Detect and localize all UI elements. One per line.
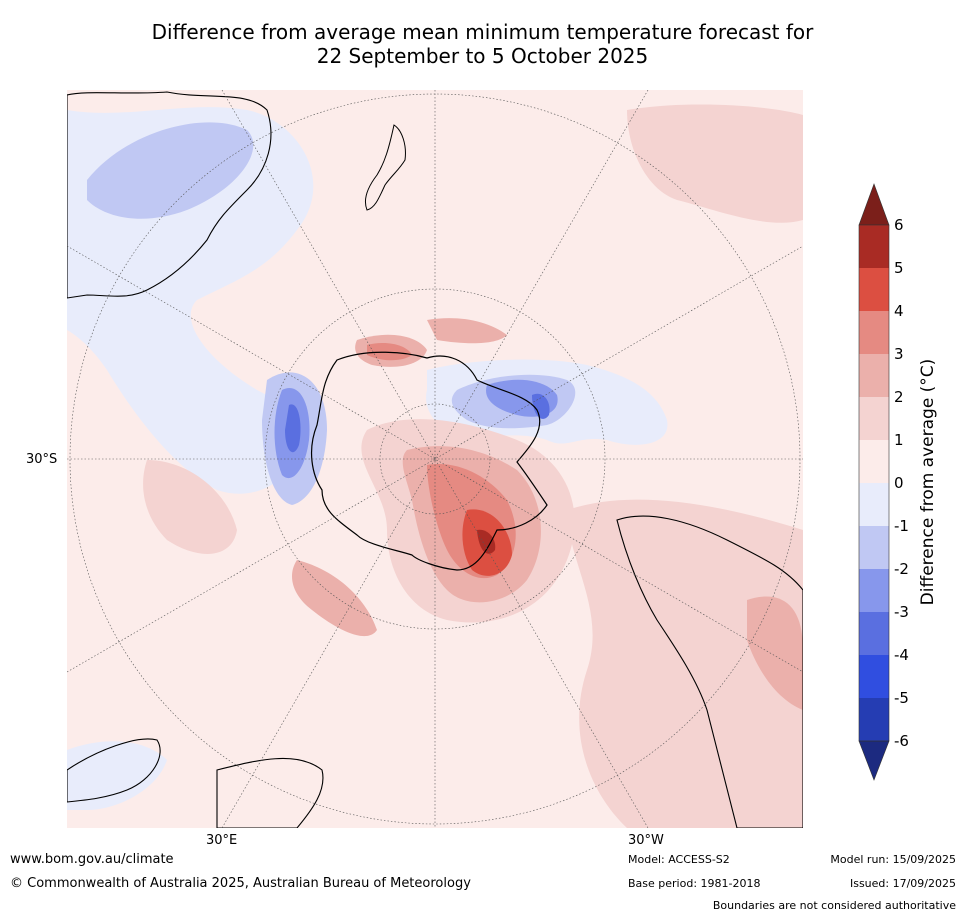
lon-label-30w: 30°W [628, 833, 664, 848]
warm-region-indian-west [143, 460, 237, 554]
colorbar-under-arrow [858, 740, 890, 781]
cool-region-africa [67, 741, 167, 810]
warm-region-brazil [747, 596, 803, 710]
colorbar-band-m5-m4 [859, 655, 889, 698]
colorbar-band-4-5 [859, 268, 889, 311]
colorbar-band-m1-0 [859, 483, 889, 526]
colorbar-tick: 6 [894, 216, 904, 234]
footer-issued: Issued: 17/09/2025 [849, 877, 956, 890]
colorbar-title: Difference from average (°C) [918, 358, 938, 606]
antarctica-coastline [311, 351, 548, 571]
lat-label-30s: 30°S [26, 452, 58, 467]
colorbar-tick: -4 [894, 646, 909, 664]
colorbar-tick: 3 [894, 345, 904, 363]
colorbar-tick: 5 [894, 259, 904, 277]
colorbar-band-m2-m1 [859, 526, 889, 569]
colorbar-band-m3-m2 [859, 569, 889, 612]
colorbar-tick: 4 [894, 302, 904, 320]
colorbar-tick: 1 [894, 431, 904, 449]
footer-disclaimer: Boundaries are not considered authoritat… [712, 899, 956, 912]
title-line-1: Difference from average mean minimum tem… [151, 20, 814, 44]
australia-coastline [67, 91, 272, 299]
warm-region-indian-band [292, 560, 377, 637]
colorbar-tick: -5 [894, 689, 909, 707]
colorbar-band-m4-m3 [859, 612, 889, 655]
colorbar-band-0-1 [859, 440, 889, 483]
map-svg [67, 90, 803, 828]
colorbar-band-5-6 [859, 225, 889, 268]
lon-label-30e: 30°E [206, 833, 238, 848]
warm-region-ross-peak [477, 529, 496, 554]
colorbar-band-2-3 [859, 354, 889, 397]
cool-region-weddell-peak [532, 393, 550, 419]
africa-coastline [67, 738, 161, 803]
cool-region-australia-north [87, 122, 254, 219]
footer-model: Model: ACCESS-S2 [628, 853, 730, 866]
colorbar-tick: -2 [894, 560, 909, 578]
south-america-coastline [616, 515, 803, 828]
footer-website[interactable]: www.bom.gov.au/climate [10, 852, 174, 867]
warm-region-queen-maud-core [367, 343, 412, 361]
footer-model-run: Model run: 15/09/2025 [830, 853, 956, 866]
colorbar [858, 183, 890, 781]
cool-region-east-antarctica-core [285, 404, 301, 453]
colorbar-tick: 0 [894, 474, 904, 492]
colorbar-band-1-2 [859, 397, 889, 440]
new-zealand-coastline [364, 124, 406, 211]
colorbar-band-m6-m5 [859, 698, 889, 741]
map-title: Difference from average mean minimum tem… [0, 20, 965, 68]
footer-copyright: © Commonwealth of Australia 2025, Austra… [10, 876, 471, 891]
colorbar-tick: -1 [894, 517, 909, 535]
colorbar-ticks: 6 5 4 3 2 1 0 -1 -2 -3 -4 -5 -6 [852, 0, 962, 749]
warm-region-pacific-north [627, 104, 803, 223]
colorbar-tick: -6 [894, 732, 909, 750]
polar-map [67, 90, 803, 828]
footer-base-period: Base period: 1981-2018 [628, 877, 761, 890]
title-line-2: 22 September to 5 October 2025 [316, 44, 649, 68]
colorbar-tick: 2 [894, 388, 904, 406]
madagascar-coastline [216, 757, 324, 828]
warm-region-atlantic-sector [427, 318, 507, 344]
colorbar-tick: -3 [894, 603, 909, 621]
graticule [67, 90, 803, 828]
colorbar-band-3-4 [859, 311, 889, 354]
